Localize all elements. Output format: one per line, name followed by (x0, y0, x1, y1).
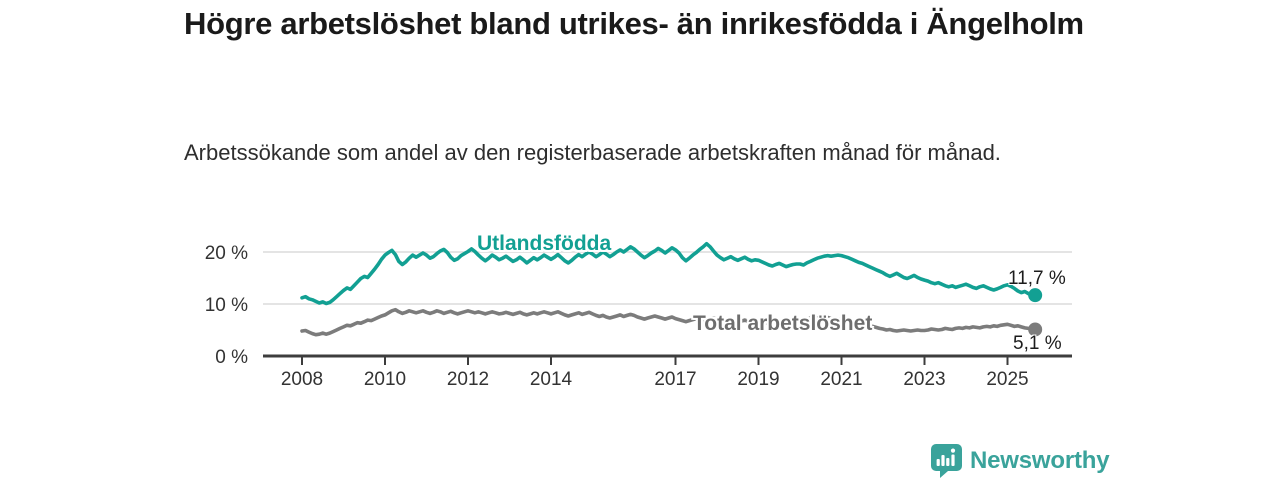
page-title: Högre arbetslöshet bland utrikes- än inr… (184, 6, 1084, 41)
y-tick-label: 20 % (205, 243, 248, 264)
series-label-total-arbetsloshet: Total arbetslöshet (693, 312, 873, 335)
x-tick-label: 2008 (281, 369, 323, 390)
y-tick-label: 0 % (215, 347, 248, 368)
x-tick-label: 2021 (820, 369, 862, 390)
chart-subtitle: Arbetssökande som andel av den registerb… (184, 140, 1001, 165)
x-tick-label: 2017 (654, 369, 696, 390)
y-tick-label: 10 % (205, 295, 248, 316)
x-tick-label: 2023 (903, 369, 945, 390)
series-label-utlandsfodda: Utlandsfödda (477, 232, 612, 255)
x-tick-label: 2014 (530, 369, 573, 390)
newsworthy-logo-icon (931, 444, 962, 478)
series-line-total (300, 307, 1037, 337)
newsworthy-wordmark: Newsworthy (970, 447, 1110, 474)
x-tick-label: 2012 (447, 369, 489, 390)
end-value-label-utlandsfodda: 11,7 % (1008, 268, 1066, 289)
x-tick-label: 2010 (364, 369, 406, 390)
newsworthy-logo: Newsworthy (931, 444, 1110, 478)
x-tick-label: 2019 (737, 369, 779, 390)
series-line-utlandsfodda (300, 241, 1037, 306)
series-end-dot-total (1028, 322, 1043, 337)
x-tick-label: 2025 (986, 369, 1028, 390)
series-end-dot-utlandsfodda (1028, 288, 1043, 303)
end-value-label-total: 5,1 % (1013, 333, 1062, 354)
